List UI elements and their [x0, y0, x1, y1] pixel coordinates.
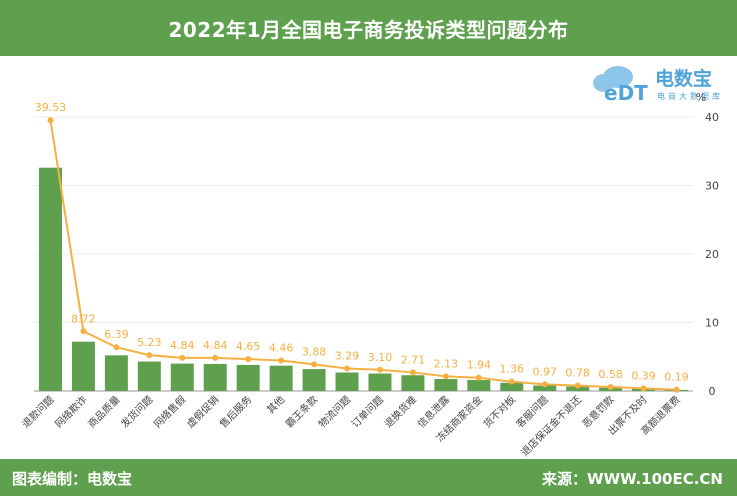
x-tick-label: 订单问题 [349, 393, 386, 430]
line-point [245, 356, 252, 363]
y-ticks: 0 10 20 30 40 [705, 111, 719, 398]
x-tick-label: 网络售假 [151, 393, 188, 430]
x-tick-label: 霸王条款 [283, 393, 320, 430]
line-point [179, 354, 186, 361]
footer-credit: 图表编制：电数宝 [12, 470, 133, 488]
bar [500, 382, 524, 391]
line-point [376, 366, 383, 373]
line-point [278, 357, 285, 364]
line-point [47, 117, 54, 124]
grid [34, 116, 693, 392]
data-label: 4.46 [269, 341, 294, 354]
chart-footer: 图表编制：电数宝 来源：WWW.100EC.CN [0, 459, 737, 496]
x-tick-label: 货不对板 [480, 393, 517, 430]
x-tick-label: 售后服务 [217, 393, 254, 430]
chart-title: 2022年1月全国电子商务投诉类型问题分布 [168, 17, 569, 42]
data-label: 0.58 [598, 368, 623, 381]
x-tick-label: 商品质量 [85, 393, 122, 430]
bar [269, 365, 293, 391]
line-point [80, 328, 87, 335]
bar [203, 363, 227, 391]
line-point [574, 382, 581, 389]
data-label: 0.39 [631, 369, 656, 382]
y-tick-label: 10 [705, 317, 719, 330]
chart-header: 2022年1月全国电子商务投诉类型问题分布 [0, 0, 737, 56]
trend-line [49, 120, 677, 391]
bar [467, 380, 491, 391]
data-label: 2.71 [401, 353, 426, 366]
data-label: 0.19 [664, 371, 689, 384]
x-tick-label: 网络欺诈 [52, 393, 89, 430]
line-point [508, 378, 515, 385]
x-tick-label: 退店保证金不退还 [518, 393, 584, 459]
x-tick-label: 物流问题 [316, 393, 353, 430]
logo: eDT 电数宝 电商大数据库 [593, 66, 723, 105]
data-label: 3.88 [302, 345, 327, 358]
data-label: 5.23 [137, 336, 162, 349]
bar [71, 341, 95, 391]
bars [38, 167, 689, 391]
data-label: 4.84 [203, 339, 228, 352]
chart-plot: eDT 电数宝 电商大数据库 % 0 10 20 30 40 39.53 8.72 6.39… [19, 66, 723, 459]
bar [104, 355, 128, 391]
y-tick-label: 30 [705, 180, 719, 193]
data-label: 4.84 [170, 339, 195, 352]
logo-subtext: 电商大数据库 [657, 91, 723, 101]
x-tick-label: 虚假促销 [184, 393, 221, 430]
line-point [607, 384, 614, 391]
y-tick-label: 20 [705, 248, 719, 261]
x-tick-label: 退款问题 [19, 393, 56, 430]
bar [170, 363, 194, 391]
logo-cloud-left-icon [593, 74, 615, 92]
data-label: 2.13 [434, 357, 459, 370]
data-label: 6.39 [104, 328, 129, 341]
line-point [311, 361, 318, 368]
bar [434, 379, 458, 391]
data-label: 8.72 [71, 312, 96, 325]
data-label: 1.94 [467, 359, 492, 372]
logo-badge: eDT [604, 81, 648, 105]
y-tick-label: 0 [709, 385, 716, 398]
line-point [673, 386, 680, 393]
bar [137, 361, 161, 391]
data-label: 3.29 [335, 349, 360, 362]
bar [302, 369, 326, 391]
line-series: 39.53 8.72 6.39 5.23 4.84 4.84 4.65 4.46 3.88 3.2… [35, 101, 689, 393]
footer-source: 来源：WWW.100EC.CN [542, 470, 723, 488]
data-label: 3.10 [368, 351, 393, 364]
line-point [541, 381, 548, 388]
y-axis-label: % [696, 91, 706, 104]
bar [335, 372, 359, 391]
data-label: 0.78 [565, 367, 590, 380]
line-point [344, 365, 351, 372]
x-tick-label: 其他 [264, 393, 287, 416]
bar [368, 373, 392, 391]
x-tick-label: 退换货难 [382, 393, 419, 430]
x-tick-label: 发货问题 [118, 393, 155, 430]
line-point [409, 369, 416, 376]
bar [38, 167, 62, 391]
logo-text: 电数宝 [655, 67, 712, 90]
line-point [113, 344, 120, 351]
line-point [442, 373, 449, 380]
y-tick-label: 40 [705, 111, 719, 124]
bar [533, 385, 557, 391]
line-point [640, 385, 647, 392]
line-point [146, 352, 153, 359]
line-point [475, 374, 482, 381]
data-label: 1.36 [500, 363, 525, 376]
data-label: 0.97 [532, 365, 557, 378]
data-label: 4.65 [236, 340, 261, 353]
bar [566, 386, 590, 391]
bar [236, 364, 260, 391]
bar [401, 375, 425, 391]
line-point [212, 354, 219, 361]
data-label: 39.53 [35, 101, 67, 114]
